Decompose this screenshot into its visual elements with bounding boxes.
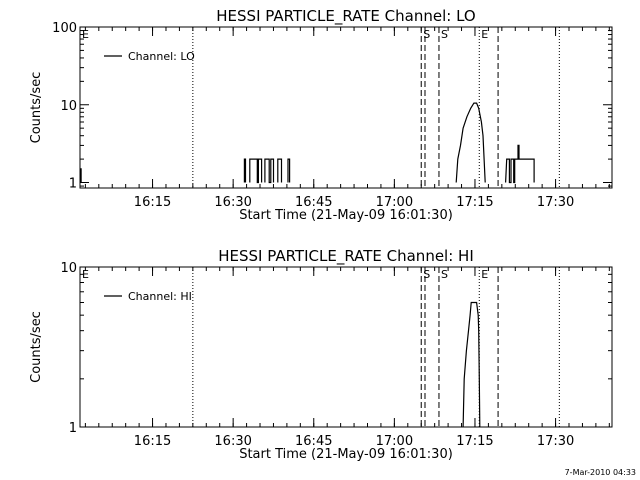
chart-1-x-axis-label: Start Time (21-May-09 16:01:30): [239, 447, 453, 462]
chart-0-plot-frame: [79, 26, 613, 189]
chart-1-title: HESSI PARTICLE_RATE Channel: HI: [218, 247, 474, 266]
chart-1-x-tick-label: 17:15: [456, 434, 493, 449]
chart-1-x-tick-label: 17:00: [376, 434, 413, 449]
chart-1-y-tick-label: 10: [60, 261, 77, 276]
chart-0-series-0-segment-5: [287, 158, 291, 183]
chart-0-x-axis-label: Start Time (21-May-09 16:01:30): [239, 208, 453, 223]
chart-1-group: [79, 266, 613, 428]
chart-1-x-tick-label: 17:30: [537, 434, 574, 449]
chart-0-marker-label-5: E: [481, 28, 488, 41]
chart-0-x-tick-label: 17:15: [456, 195, 493, 210]
chart-0-legend-label: Channel: LO: [128, 50, 195, 63]
chart-1-marker-label-5: E: [481, 268, 488, 281]
chart-1-y-axis-label: Counts/sec: [29, 311, 44, 383]
chart-0-series-0-segment-4: [277, 158, 283, 183]
chart-0-marker-label-4: S: [441, 28, 448, 41]
chart-0-series-0-segment-2: [249, 158, 263, 184]
chart-0-x-tick-label: 17:30: [537, 195, 574, 210]
chart-0-group: [79, 26, 613, 189]
chart-1-marker-label-2: S: [423, 268, 430, 281]
chart-0-x-tick-label: 16:30: [214, 195, 251, 210]
chart-0-y-tick-label: 100: [52, 21, 77, 36]
chart-0-series-0-segment-0: [80, 168, 82, 183]
chart-1-x-tick-label: 16:15: [134, 434, 171, 449]
chart-0-marker-label-2: S: [423, 28, 430, 41]
chart-0-series-0-segment-6: [455, 102, 486, 183]
chart-0-x-tick-label: 16:45: [295, 195, 332, 210]
chart-0-title: HESSI PARTICLE_RATE Channel: LO: [216, 7, 475, 26]
chart-0-y-tick-label: 1: [69, 177, 77, 192]
chart-1-x-tick-label: 16:30: [214, 434, 251, 449]
chart-0-y-axis-label: Counts/sec: [29, 72, 44, 144]
chart-1-marker-label-4: S: [441, 268, 448, 281]
chart-0-marker-label-0: E: [82, 28, 89, 41]
chart-0-series-0-segment-1: [243, 158, 247, 183]
chart-1-plot-frame: [79, 266, 613, 428]
footer-timestamp: 7-Mar-2010 04:33: [564, 468, 636, 477]
chart-1-marker-label-0: E: [82, 268, 89, 281]
chart-0-series-0-segment-3: [264, 158, 275, 184]
chart-1-y-tick-label: 1: [69, 421, 77, 436]
chart-1-series-0-segment-0: [462, 301, 481, 428]
chart-0-x-tick-label: 17:00: [376, 195, 413, 210]
chart-1-x-tick-label: 16:45: [295, 434, 332, 449]
chart-0-series-0-segment-7: [505, 144, 535, 184]
chart-1-legend-label: Channel: HI: [128, 290, 192, 303]
chart-0-y-tick-label: 10: [60, 99, 77, 114]
chart-0-x-tick-label: 16:15: [134, 195, 171, 210]
